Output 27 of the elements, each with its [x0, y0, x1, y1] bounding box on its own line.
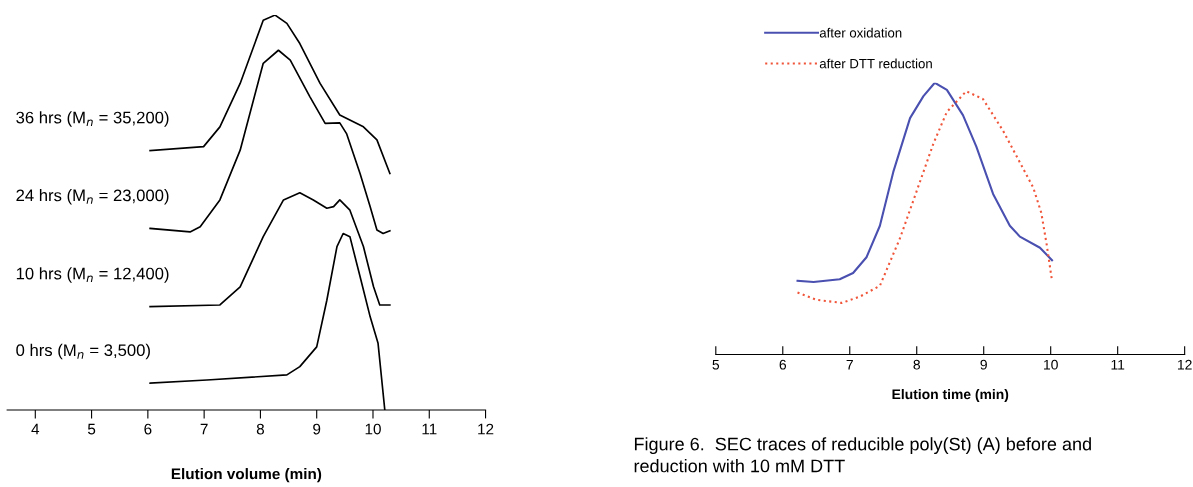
- x-tick-label: 11: [1111, 359, 1125, 370]
- x-tick-label: 6: [779, 359, 787, 370]
- x-tick-label: 8: [256, 423, 265, 435]
- x-tick-label: 5: [712, 359, 720, 370]
- x-tick-label: 9: [313, 423, 321, 435]
- text: reduction with 10 mM DTT: [634, 459, 845, 473]
- series-label: 0 hrs (M$_{n}$ = 3,500): [16, 343, 150, 360]
- caption: Figure 6. SEC traces of reducible poly(St) (A) before and: [634, 437, 1091, 455]
- x-tick-label: 7: [200, 423, 208, 435]
- x-tick-label: 7: [846, 359, 853, 370]
- x-axis-title: Elution time (min): [892, 389, 1009, 402]
- series-label: 24 hrs (M$_{n}$ = 23,000): [16, 189, 169, 205]
- legend-label: after oxidation: [819, 27, 902, 38]
- legend-label: after DTT reduction: [819, 58, 932, 69]
- x-tick-label: 4: [31, 423, 40, 435]
- x-tick-label: 11: [422, 423, 437, 435]
- x-tick-label: 12: [1177, 359, 1192, 370]
- series-label: 36 hrs (M$_{n}$ = 35,200): [16, 111, 169, 127]
- x-axis-title: Elution volume (min): [171, 468, 322, 483]
- x-tick-label: 6: [144, 423, 152, 435]
- x-tick-label: 12: [478, 423, 494, 435]
- x-tick-label: 5: [87, 423, 96, 435]
- x-tick-label: 10: [365, 423, 381, 435]
- x-tick-label: 8: [913, 359, 920, 370]
- x-tick-label: 9: [980, 359, 987, 370]
- x-tick-label: 10: [1044, 359, 1058, 370]
- series-label: 10 hrs (M$_{n}$ = 12,400): [16, 267, 169, 283]
